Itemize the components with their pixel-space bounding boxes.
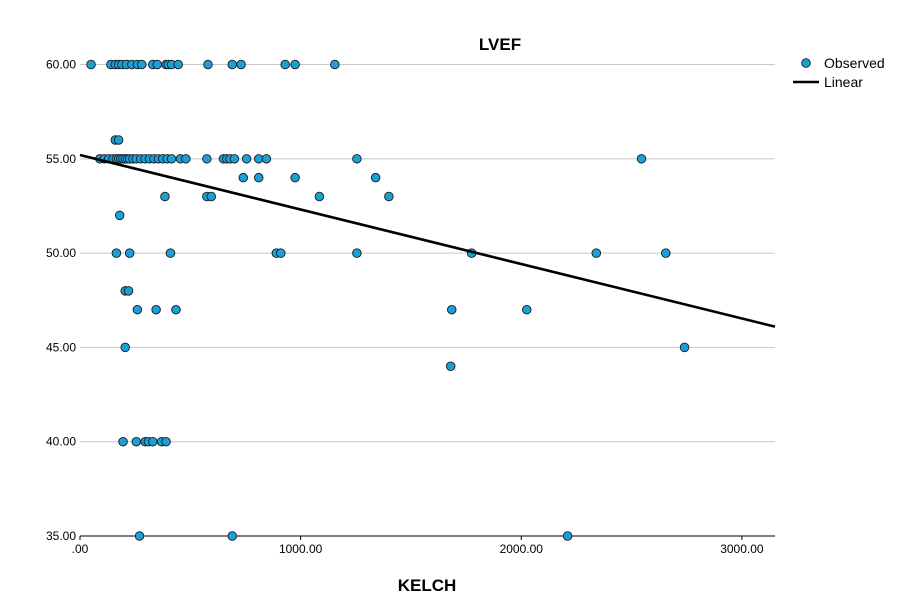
observed-point: [203, 59, 213, 70]
legend-linear-label: Linear: [824, 74, 863, 90]
observed-point: [241, 154, 252, 164]
x-axis-ticks: .00 1000.00 2000.00 3000.00: [72, 536, 764, 556]
y-tick-label: 50.00: [46, 246, 76, 260]
observed-point: [165, 248, 176, 258]
y-tick-label: 55.00: [46, 152, 76, 166]
observed-point: [86, 59, 96, 70]
linear-fit-line: [79, 153, 776, 328]
observed-point: [206, 191, 217, 202]
observed-point: [384, 191, 394, 202]
observed-points: [86, 59, 690, 541]
observed-point: [522, 304, 532, 315]
observed-point: [120, 342, 130, 353]
observed-point: [236, 59, 246, 70]
x-tick-label: 1000.00: [279, 542, 323, 556]
y-tick-label: 40.00: [46, 435, 76, 449]
legend: Observed Linear: [793, 55, 885, 90]
observed-point: [227, 531, 237, 541]
linear-fit: [79, 153, 776, 328]
observed-point: [636, 154, 647, 164]
observed-point: [124, 248, 135, 258]
observed-point: [173, 59, 183, 70]
observed-point: [118, 436, 128, 447]
observed-point: [137, 59, 147, 70]
observed-point: [352, 248, 362, 258]
observed-point: [161, 436, 171, 447]
observed-point: [253, 172, 264, 183]
observed-point: [151, 304, 161, 315]
gridlines: [80, 64, 775, 443]
observed-point: [160, 191, 170, 202]
observed-point: [229, 154, 240, 164]
x-tick-label: .00: [72, 542, 89, 556]
observed-point: [314, 191, 325, 202]
observed-point: [679, 342, 690, 353]
observed-point: [290, 59, 300, 70]
observed-point: [166, 154, 177, 164]
y-tick-label: 60.00: [46, 58, 76, 72]
legend-observed-marker: [801, 58, 811, 68]
x-tick-label: 3000.00: [720, 542, 764, 556]
observed-point: [132, 304, 143, 315]
x-axis-label: KELCH: [398, 576, 457, 595]
observed-point: [661, 248, 671, 258]
observed-point: [111, 248, 122, 258]
observed-point: [131, 436, 142, 447]
observed-point: [290, 172, 300, 183]
chart-title: LVEF: [479, 35, 521, 54]
observed-point: [447, 304, 457, 315]
observed-point: [123, 286, 134, 296]
y-tick-label: 45.00: [46, 340, 76, 354]
observed-point: [445, 361, 456, 372]
observed-point: [238, 172, 249, 183]
y-tick-label: 35.00: [46, 529, 76, 543]
observed-point: [134, 531, 145, 541]
observed-point: [171, 304, 181, 315]
legend-observed-label: Observed: [824, 55, 885, 71]
observed-point: [148, 436, 158, 447]
y-axis-ticks: 35.00 40.00 45.00 50.00 55.00 60.00: [46, 58, 76, 543]
observed-point: [261, 154, 272, 164]
observed-point: [280, 59, 290, 70]
observed-point: [370, 172, 381, 183]
observed-point: [562, 531, 573, 541]
observed-point: [591, 248, 602, 258]
observed-point: [352, 154, 362, 164]
observed-point: [181, 154, 191, 164]
x-tick-label: 2000.00: [500, 542, 544, 556]
observed-point: [114, 210, 125, 221]
observed-point: [227, 59, 237, 70]
observed-point: [113, 135, 124, 145]
observed-point: [202, 154, 212, 164]
observed-point: [152, 59, 162, 70]
observed-point: [330, 59, 340, 70]
observed-point: [276, 248, 286, 258]
